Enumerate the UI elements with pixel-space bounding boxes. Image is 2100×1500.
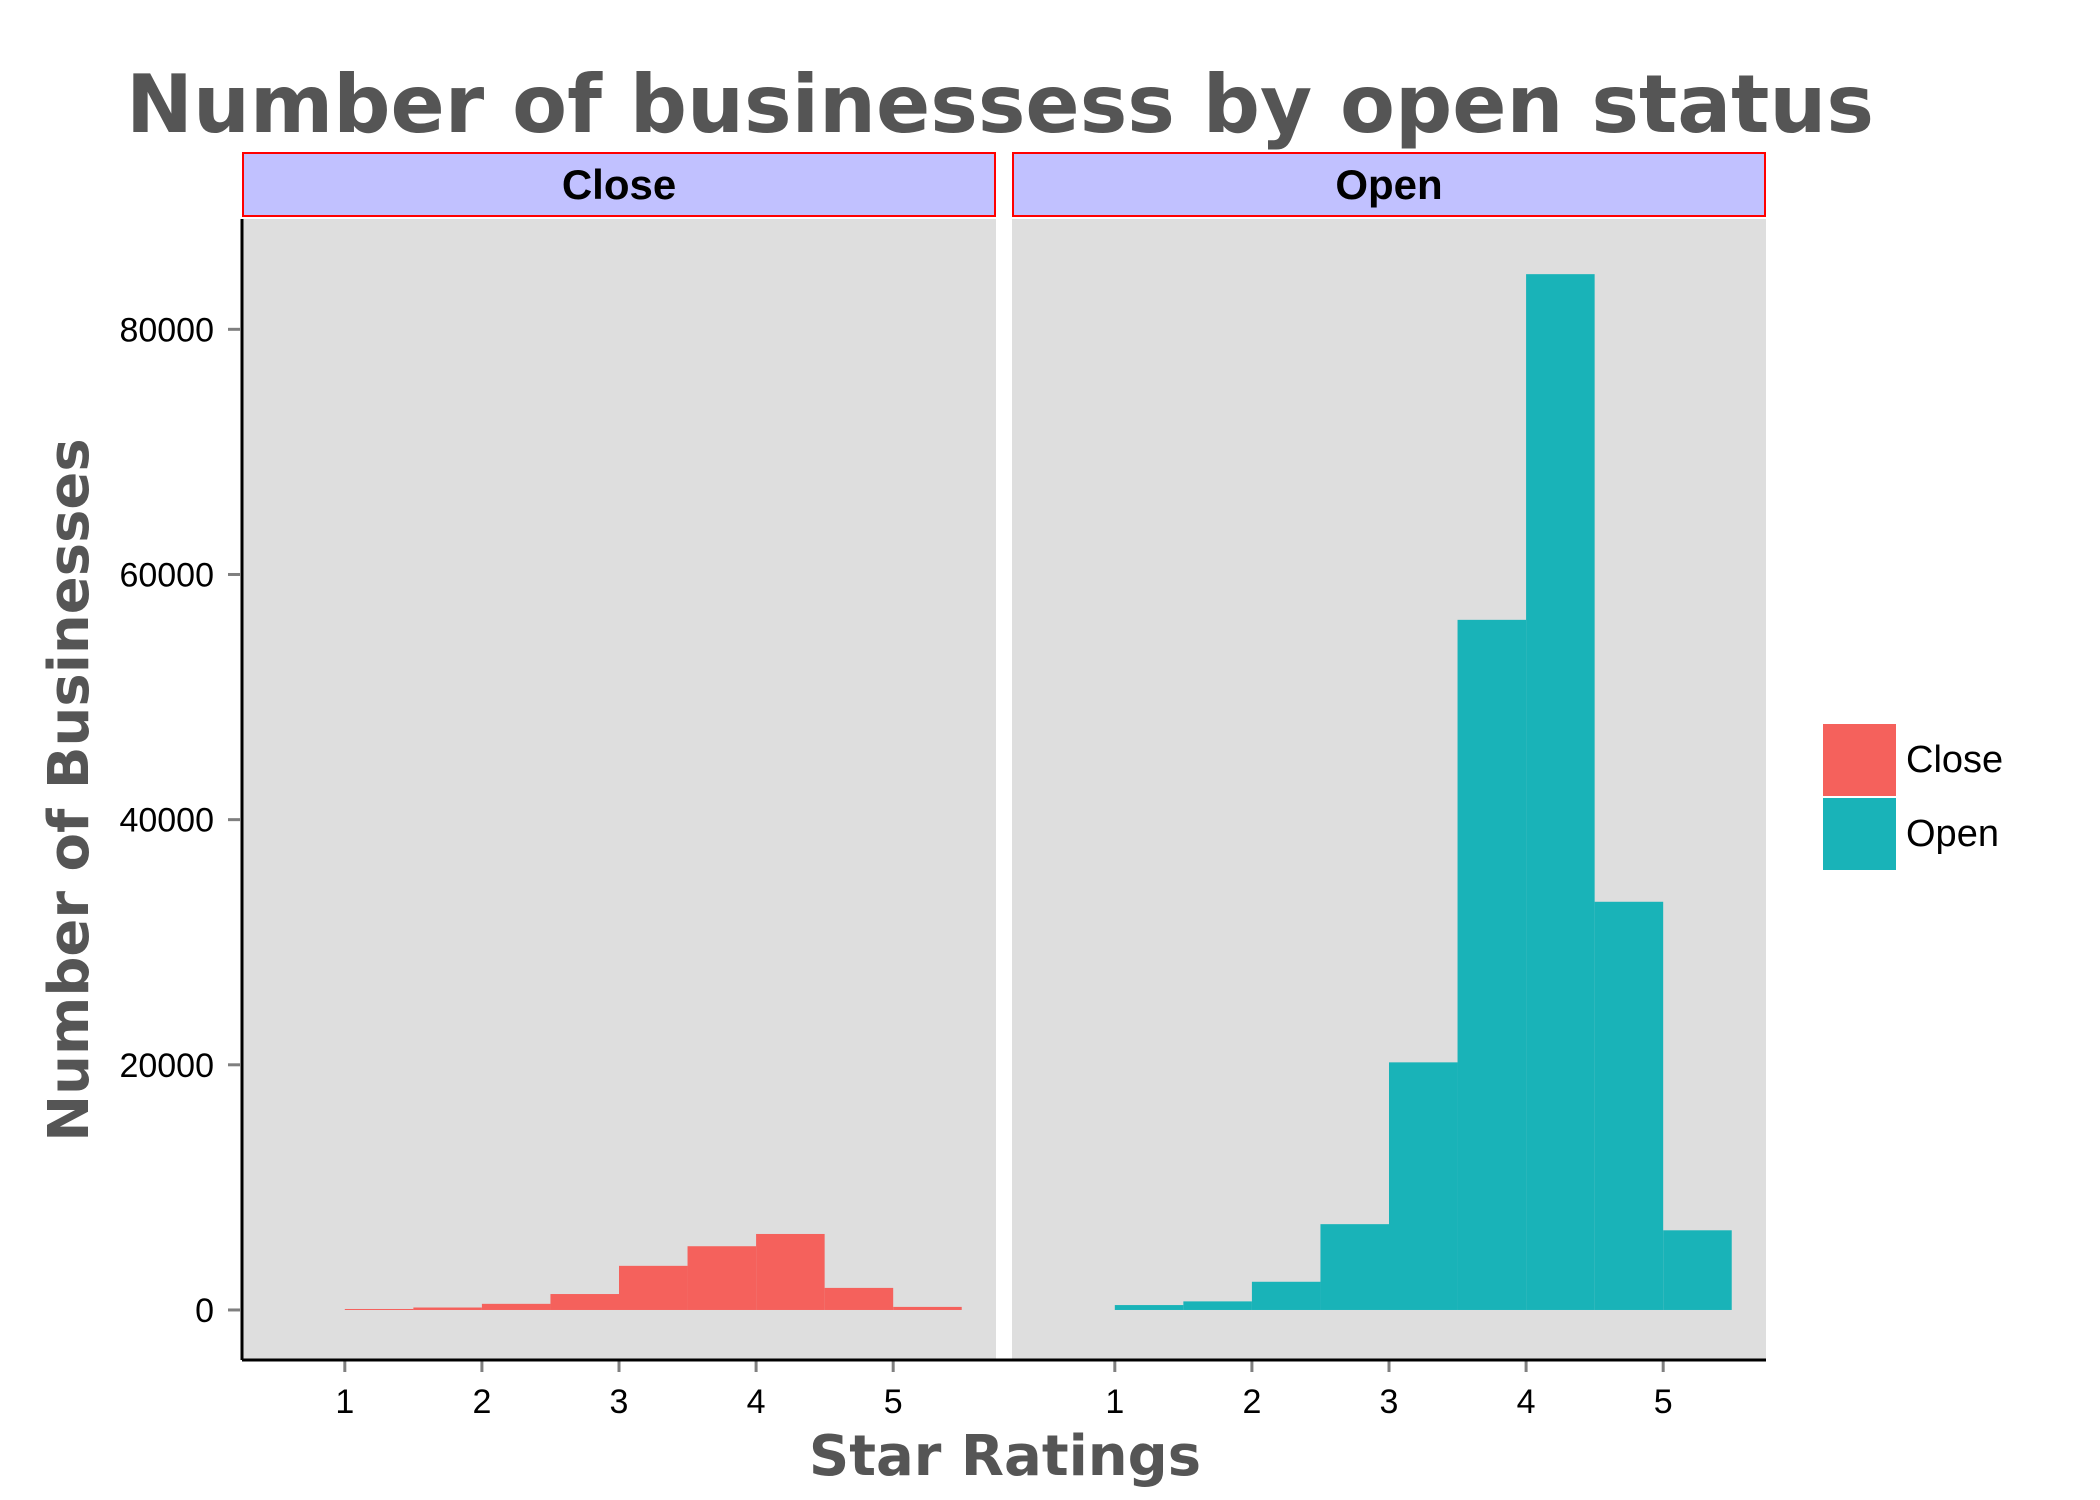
bar-close-3 <box>619 1265 688 1310</box>
legend-swatch-close <box>1823 724 1896 796</box>
legend-label-close: Close <box>1906 739 2003 781</box>
facet-strip-close <box>242 152 996 217</box>
x-tick-label-open-2: 2 <box>1242 1383 1261 1421</box>
facet-panels: Close 1 2 3 4 5 Open 1 2 3 4 5 <box>242 152 1766 1421</box>
x-tick-label-open-4: 4 <box>1517 1383 1536 1421</box>
bar-open-2.5 <box>1320 1224 1389 1310</box>
bar-close-4 <box>756 1233 825 1310</box>
bar-open-2 <box>1251 1281 1321 1310</box>
facet-strip-label-close: Close <box>562 161 676 208</box>
x-tick-label-close-5: 5 <box>884 1383 903 1421</box>
y-tick-label-80000: 80000 <box>119 311 214 349</box>
x-tick-label-close-3: 3 <box>610 1383 629 1421</box>
bar-open-1.5 <box>1183 1301 1252 1310</box>
y-tick-label-0: 0 <box>195 1292 214 1330</box>
bar-open-4.5 <box>1594 901 1664 1310</box>
bar-open-4 <box>1526 274 1595 1310</box>
y-axis-title: Number of Businesses <box>37 438 102 1142</box>
x-tick-label-close-1: 1 <box>335 1383 354 1421</box>
bar-close-2 <box>481 1303 551 1310</box>
y-tick-label-60000: 60000 <box>119 556 214 594</box>
y-axis-ticks: 0 20000 40000 60000 80000 <box>119 311 241 1330</box>
bar-close-3.5 <box>687 1246 757 1310</box>
legend: Close Open <box>1823 724 2003 870</box>
bar-open-3 <box>1389 1062 1458 1310</box>
panel-background-close <box>242 219 996 1359</box>
legend-swatch-open <box>1823 798 1896 870</box>
bar-open-1 <box>1114 1305 1184 1310</box>
x-tick-label-open-3: 3 <box>1380 1383 1399 1421</box>
y-tick-label-20000: 20000 <box>119 1047 214 1085</box>
legend-label-open: Open <box>1906 813 1999 855</box>
x-tick-label-close-4: 4 <box>747 1383 766 1421</box>
facet-strip-open <box>1012 152 1766 217</box>
facet-strip-label-open: Open <box>1335 161 1442 208</box>
y-tick-label-40000: 40000 <box>119 802 214 840</box>
bar-close-1.5 <box>413 1307 482 1310</box>
bar-close-2.5 <box>550 1294 619 1310</box>
x-tick-label-open-1: 1 <box>1105 1383 1124 1421</box>
x-tick-label-close-2: 2 <box>472 1383 491 1421</box>
bar-close-5 <box>893 1306 962 1310</box>
bar-close-4.5 <box>824 1287 894 1310</box>
x-axis-title: Star Ratings <box>809 1424 1201 1489</box>
bar-close-1 <box>344 1308 414 1310</box>
bar-open-5 <box>1663 1230 1732 1310</box>
x-tick-label-open-5: 5 <box>1654 1383 1673 1421</box>
chart-title: Number of businessess by open status <box>126 58 1874 151</box>
bar-open-3.5 <box>1457 619 1527 1310</box>
